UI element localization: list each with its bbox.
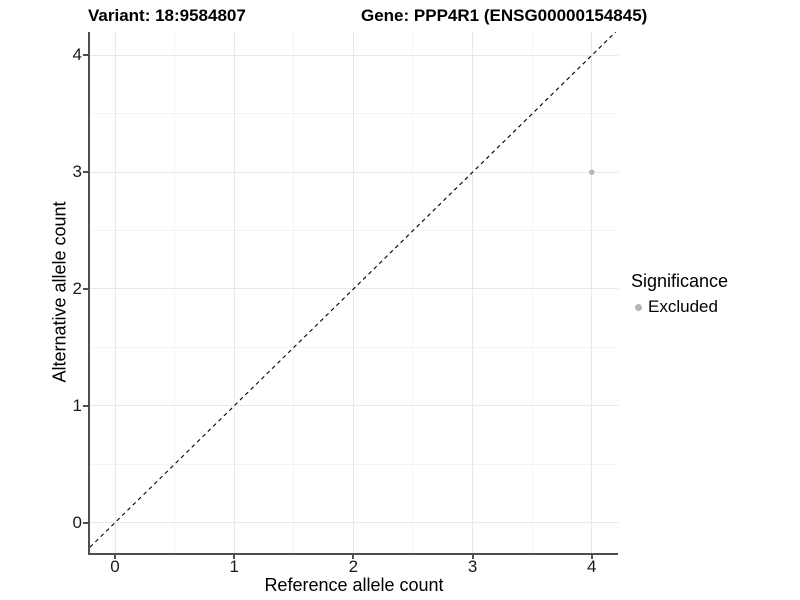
gridline-minor-vertical: [412, 32, 414, 553]
y-axis-tick-label: 4: [72, 45, 82, 65]
gridline-minor-horizontal: [90, 230, 618, 232]
y-axis-tick-label: 0: [72, 512, 82, 532]
x-axis-tick-label: 4: [587, 557, 597, 576]
gridline-major-vertical: [233, 32, 235, 553]
x-axis-tick-label: 1: [229, 557, 239, 576]
x-axis-tick: [114, 555, 117, 559]
y-axis-tick-label: 1: [72, 395, 82, 415]
legend-title: Significance: [631, 271, 729, 291]
plot-title-variant: Variant: 18:9584807: [88, 6, 246, 25]
gridline-major-vertical: [114, 32, 116, 553]
y-axis-tick: [83, 287, 88, 290]
gridline-major-horizontal: [90, 405, 618, 407]
gridline-minor-vertical: [531, 32, 533, 553]
gridline-major-vertical: [352, 32, 354, 553]
gridline-minor-horizontal: [90, 113, 618, 115]
gridline-major-vertical: [591, 32, 593, 553]
y-axis-tick-label: 3: [72, 162, 82, 182]
y-axis-tick: [83, 521, 88, 524]
legend: Significance Excluded: [631, 271, 728, 317]
y-axis-tick: [83, 404, 88, 407]
y-axis-tick: [83, 171, 88, 174]
x-axis-tick: [590, 555, 593, 559]
x-axis-tick-label: 3: [467, 557, 478, 576]
x-axis-tick-label: 2: [348, 557, 359, 576]
gridline-major-horizontal: [90, 522, 618, 524]
legend-point-swatch: [635, 303, 642, 311]
plot-panel: [88, 32, 618, 555]
data-point: [589, 169, 595, 175]
legend-item-label: Excluded: [648, 297, 718, 316]
gridline-minor-vertical: [293, 32, 295, 553]
x-axis-title: Reference allele count: [264, 575, 444, 595]
x-axis-tick: [233, 555, 236, 559]
identity-dashed-line: [90, 32, 617, 548]
gridline-major-vertical: [472, 32, 474, 553]
y-axis-tick-label: 2: [72, 278, 82, 298]
gridline-major-horizontal: [90, 54, 618, 56]
x-axis-tick-label: 0: [110, 557, 120, 576]
x-axis-tick: [471, 555, 474, 559]
plot-area-canvas: [90, 32, 617, 548]
gridline-minor-horizontal: [90, 346, 618, 348]
gridline-major-horizontal: [90, 171, 618, 173]
x-axis-tick: [352, 555, 355, 559]
y-axis-tick: [83, 54, 88, 57]
legend-item-excluded: Excluded: [631, 297, 728, 317]
gridline-minor-horizontal: [90, 463, 618, 465]
plot-title-gene: Gene: PPP4R1 (ENSG00000154845): [361, 6, 648, 25]
gridline-minor-vertical: [174, 32, 176, 553]
